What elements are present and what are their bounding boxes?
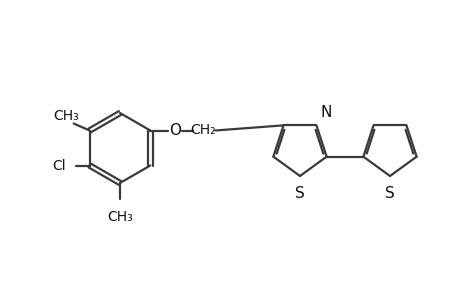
- Text: O: O: [169, 123, 181, 138]
- Text: N: N: [320, 105, 331, 120]
- Text: S: S: [384, 186, 394, 201]
- Text: S: S: [295, 186, 304, 201]
- Text: Cl: Cl: [52, 158, 66, 172]
- Text: CH₂: CH₂: [190, 124, 216, 137]
- Text: CH₃: CH₃: [53, 110, 78, 124]
- Text: CH₃: CH₃: [107, 210, 133, 224]
